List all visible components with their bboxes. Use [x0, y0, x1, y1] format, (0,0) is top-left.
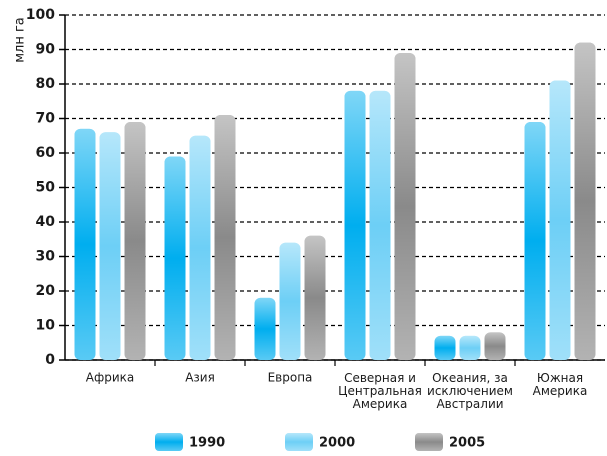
bar: [74, 128, 96, 360]
bar: [549, 80, 571, 361]
y-tick-label: 50: [36, 180, 56, 196]
y-tick-label: 100: [26, 7, 55, 23]
legend-label: 2005: [449, 436, 485, 451]
y-tick-label: 80: [36, 76, 56, 92]
bar: [459, 335, 481, 360]
x-tick-label: Азия: [185, 371, 215, 385]
legend-label: 1990: [189, 436, 225, 451]
y-tick-label: 40: [36, 214, 56, 230]
bar: [279, 242, 301, 360]
y-tick-label: 70: [36, 111, 56, 127]
x-tick-label: Океания, за исключением Австралии: [427, 371, 513, 411]
legend-label: 2000: [319, 436, 355, 451]
bar: [189, 135, 211, 360]
x-tick-label: Северная и Центральная Америка: [338, 371, 422, 411]
y-tick-label: 30: [36, 249, 56, 265]
y-tick-label: 10: [36, 318, 56, 334]
y-tick-label: 20: [36, 283, 56, 299]
bar: [254, 297, 276, 360]
bar: [164, 156, 186, 360]
x-tick-label: Южная Америка: [533, 371, 588, 398]
bar: [524, 121, 546, 360]
y-axis-label: млн га: [13, 17, 28, 63]
legend-swatch-shade: [415, 433, 443, 451]
legend-swatch-shade: [155, 433, 183, 451]
bar: [369, 90, 391, 361]
bar: [214, 115, 236, 360]
bar: [484, 332, 506, 360]
x-tick-label: Европа: [268, 371, 313, 385]
bar: [574, 42, 596, 360]
legend-swatch-shade: [285, 433, 313, 451]
bar: [304, 235, 326, 360]
y-tick-label: 0: [45, 352, 55, 368]
bar: [99, 132, 121, 360]
bar: [344, 90, 366, 361]
bar: [434, 335, 456, 360]
x-tick-label: Африка: [86, 371, 135, 385]
bar: [124, 121, 146, 360]
bar: [394, 52, 416, 360]
y-tick-label: 60: [36, 145, 56, 161]
y-tick-label: 90: [36, 42, 56, 58]
